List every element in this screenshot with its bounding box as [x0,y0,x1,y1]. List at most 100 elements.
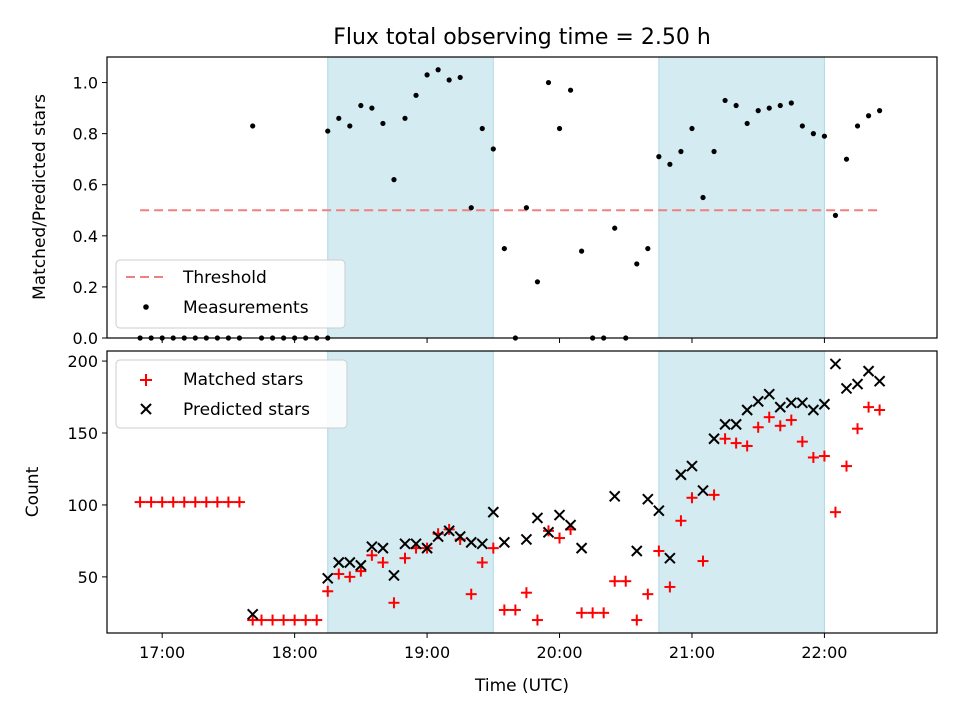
y-tick-label: 200 [67,352,98,371]
bottom-legend-box [115,359,348,429]
chart-title: Flux total observing time = 2.50 h [333,25,711,50]
y-tick-label: 150 [67,424,98,443]
matched-star-point [796,436,808,448]
predicted-star-point [708,433,720,445]
top-shaded-intervals [327,56,825,339]
predicted-star-point [355,559,367,572]
bottom-y-axis: 50 100 150 200 [67,352,107,587]
matched-star-point [344,571,356,583]
predicted-star-point [366,540,378,553]
threshold-legend-label: Threshold [182,268,267,288]
predicted-star-point [465,536,477,549]
matched-star-point [741,440,753,452]
y-tick-label: 1.0 [73,74,98,93]
measurement-point [821,133,828,139]
matched-star-point [200,496,212,508]
predicted-star-point [741,404,753,416]
shaded-interval-0 [327,56,494,339]
predicted-star-point [873,375,886,387]
predicted-star-point [542,526,555,538]
matched-star-point [598,607,610,619]
predicted-star-point [388,569,400,582]
predicted-star-point [531,512,544,524]
matched-star-point [631,614,643,626]
matched-star-point [355,565,367,577]
x-tick-label: 17:00 [139,643,185,662]
measurement-point [788,100,794,106]
shaded-interval-1 [658,56,825,339]
matched-star-point [818,450,830,462]
matched-star-point [509,604,521,616]
x-tick-label: 22:00 [801,643,847,662]
matched-star-point [686,492,698,504]
measurement-point [612,225,618,231]
predicted-star-point [246,608,259,621]
matched-star-point [377,557,389,568]
matched-star-point [233,496,245,508]
measurement-point [369,105,375,111]
measurement-point [545,79,552,86]
matched-star-point [852,423,864,435]
x-axis-label: Time (UTC) [474,676,569,696]
predicted-star-point [719,418,731,431]
y-tick-label: 50 [78,568,98,587]
top-y-axis: 0.0 0.2 0.4 0.6 0.8 1.0 [73,74,107,348]
measurement-point [336,115,342,121]
matched-star-point [366,549,378,561]
matched-star-point [145,496,157,508]
measurement-point [457,74,463,81]
predicted-star-point [818,398,831,410]
measurement-point [667,161,673,167]
matched-star-point [763,411,775,423]
predicted-legend-swatch [140,403,152,415]
x-axis: 17:00 18:00 19:00 20:00 21:00 22:00 [139,633,847,662]
predicted-star-point [609,490,621,503]
predicted-star-point [631,545,643,557]
matched-star-point [829,506,841,518]
y-tick-label: 0.8 [73,125,98,144]
measurement-point [843,156,850,162]
matched-star-point [178,496,190,508]
matched-star-point [443,523,455,535]
measurement-point [678,148,684,155]
ratio-panel: 0.0 0.2 0.4 0.6 0.8 1.0 Matched/Predicted sta… [30,56,938,348]
predicted-star-point [785,397,798,409]
x-tick-label: 19:00 [404,643,450,662]
measurement-point [755,108,761,114]
measurement-point [391,177,397,183]
bottom-axes-frame [106,350,938,634]
measurement-point [722,97,728,104]
matched-star-point [222,496,234,508]
predicted-star-point [344,556,356,569]
matched-star-point [620,575,632,587]
measurement-point [711,148,717,155]
measurement-point [634,261,640,267]
matched-star-point [531,614,543,626]
measurement-point [380,120,386,127]
measurement-point [446,77,452,83]
shaded-interval-1 [658,350,825,634]
predicted-star-point [410,538,422,550]
top-y-axis-label: Matched/Predicted stars [30,94,50,300]
measurement-point [777,102,783,109]
matched-star-point [785,414,797,426]
measurement-point [810,131,816,137]
x-tick-label: 21:00 [669,643,715,662]
matched-star-point [587,607,599,619]
measurement-point [556,125,563,132]
predicted-star-point [763,388,775,400]
matched-star-point [807,451,819,463]
predicted-star-point [564,519,577,531]
matched-star-point [322,585,334,597]
matched-star-point [487,542,499,554]
predicted-star-point [642,493,654,505]
matched-legend-label: Matched stars [183,370,303,390]
predicted-star-point [796,397,809,409]
matched-star-point [278,614,290,626]
predicted-star-point [421,542,433,554]
top-axes-frame [106,56,938,339]
y-tick-label: 0.0 [73,329,98,348]
matched-star-point [399,552,411,564]
matched-star-point [211,496,223,508]
matched-star-point [840,460,852,472]
